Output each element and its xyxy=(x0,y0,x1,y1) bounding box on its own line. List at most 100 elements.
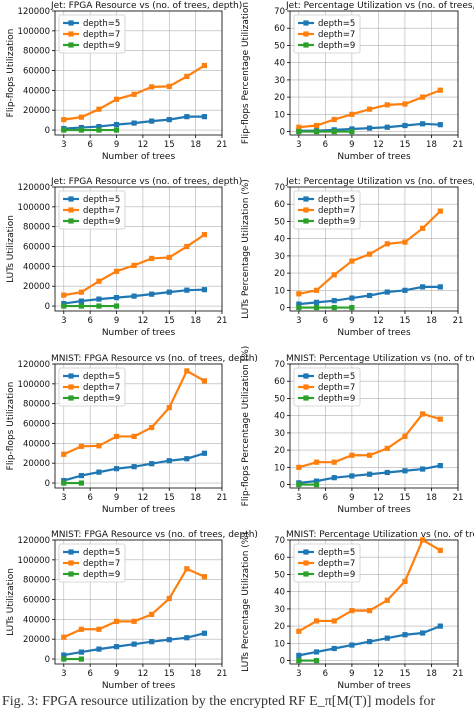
data-point xyxy=(420,225,426,231)
data-point xyxy=(331,645,337,652)
y-tick-label: 70 xyxy=(274,536,285,546)
chart-panel-1: 3 6 9 12 15 18 21 0 20000 40000 60000 80000 100000 12… xyxy=(6,1,242,162)
x-tick-label: 3 xyxy=(61,140,66,150)
y-tick-label: 10 xyxy=(274,639,285,649)
data-point xyxy=(366,106,373,112)
chart-panel-3: 3 6 9 12 15 18 21 0 20000 40000 60000 80000 100000 12… xyxy=(6,177,242,338)
x-tick-label: 15 xyxy=(164,140,175,150)
legend-marker xyxy=(303,384,309,390)
data-point xyxy=(420,411,426,417)
x-axis-label: Number of trees xyxy=(102,505,176,515)
data-point xyxy=(366,608,373,614)
y-tick-label: 100000 xyxy=(18,27,50,37)
y-tick-label: 40 xyxy=(274,588,285,598)
data-point xyxy=(349,295,355,301)
x-tick-label: 6 xyxy=(323,669,328,679)
data-point xyxy=(313,649,320,655)
legend-label: depth=9 xyxy=(83,570,120,580)
data-point xyxy=(402,122,408,129)
legend-box xyxy=(293,367,361,407)
x-tick-label: 3 xyxy=(296,493,301,503)
legend-marker xyxy=(303,395,309,401)
data-point xyxy=(61,652,67,658)
legend-marker xyxy=(68,218,74,224)
legend-marker xyxy=(68,571,74,577)
data-point xyxy=(331,459,337,465)
data-point xyxy=(61,303,67,309)
data-point xyxy=(349,452,355,458)
data-point xyxy=(96,123,102,130)
legend-label: depth=7 xyxy=(318,30,355,40)
y-tick-label: 80000 xyxy=(23,47,50,57)
x-tick-label: 9 xyxy=(349,493,354,503)
data-point xyxy=(61,480,67,486)
x-tick-label: 3 xyxy=(61,493,66,503)
data-point xyxy=(166,117,172,123)
legend-label: depth=5 xyxy=(318,372,355,382)
y-axis-label: Flip-flops Percentage Utilization (%) xyxy=(241,346,251,507)
data-point xyxy=(78,127,84,133)
y-tick-label: 50 xyxy=(274,570,285,580)
data-point xyxy=(149,611,155,617)
chart-title: Jet: FPGA Resource vs (no. of trees, dep… xyxy=(50,177,242,187)
chart-title: MNIST: FPGA Resource vs (no. of trees, d… xyxy=(51,530,258,540)
legend-marker xyxy=(68,384,74,390)
data-point xyxy=(96,127,102,133)
y-tick-label: 50 xyxy=(274,41,285,51)
chart-title: MNIST: FPGA Resource vs (no. of trees, d… xyxy=(51,354,258,364)
data-point xyxy=(384,241,390,247)
y-tick-label: 100000 xyxy=(18,203,50,213)
data-point xyxy=(184,243,190,250)
chart-title: Jet: Percentage Utilization vs (no. of t… xyxy=(285,1,474,11)
legend-label: depth=5 xyxy=(83,372,120,382)
data-point xyxy=(78,480,84,486)
x-tick-label: 15 xyxy=(164,669,175,679)
data-point xyxy=(61,127,67,133)
y-tick-label: 30 xyxy=(274,429,285,439)
data-point xyxy=(131,618,137,624)
data-point xyxy=(96,106,102,112)
legend-marker xyxy=(68,549,74,555)
x-tick-label: 9 xyxy=(114,316,119,326)
data-point xyxy=(131,91,137,97)
y-tick-label: 50 xyxy=(274,394,285,404)
data-point xyxy=(313,478,320,484)
y-axis-label: LUTs Utilization xyxy=(6,215,16,283)
data-point xyxy=(384,469,390,476)
x-tick-label: 6 xyxy=(323,493,328,503)
data-point xyxy=(96,296,102,302)
y-axis-label: Flip-flops Utilization xyxy=(6,382,16,471)
data-point xyxy=(113,121,120,128)
x-axis-label: Number of trees xyxy=(337,505,411,515)
data-point xyxy=(366,452,373,458)
legend-box xyxy=(293,543,361,583)
series-line-depth=7 xyxy=(298,412,441,469)
legend-marker xyxy=(68,395,74,401)
x-tick-label: 3 xyxy=(296,316,301,326)
data-point xyxy=(201,630,208,636)
y-tick-label: 40 xyxy=(274,59,285,69)
x-tick-label: 12 xyxy=(137,316,148,326)
data-point xyxy=(131,641,137,647)
data-point xyxy=(331,298,337,304)
y-axis-label: LUTs Percentage Utilization (%) xyxy=(241,179,251,319)
legend-marker xyxy=(303,31,309,37)
data-point xyxy=(201,62,208,69)
data-point xyxy=(402,239,408,245)
x-tick-label: 9 xyxy=(349,316,354,326)
data-point xyxy=(149,461,155,467)
data-point xyxy=(61,451,67,457)
x-tick-label: 6 xyxy=(87,493,92,503)
x-tick-label: 15 xyxy=(400,140,411,150)
data-point xyxy=(420,466,426,472)
x-tick-label: 21 xyxy=(217,493,228,503)
x-tick-label: 21 xyxy=(453,316,464,326)
data-point xyxy=(201,450,208,456)
legend-label: depth=5 xyxy=(318,19,355,29)
data-point xyxy=(349,642,355,648)
data-point xyxy=(437,122,443,128)
y-tick-label: 100000 xyxy=(18,556,50,566)
legend-marker xyxy=(303,196,309,202)
data-point xyxy=(78,443,84,449)
